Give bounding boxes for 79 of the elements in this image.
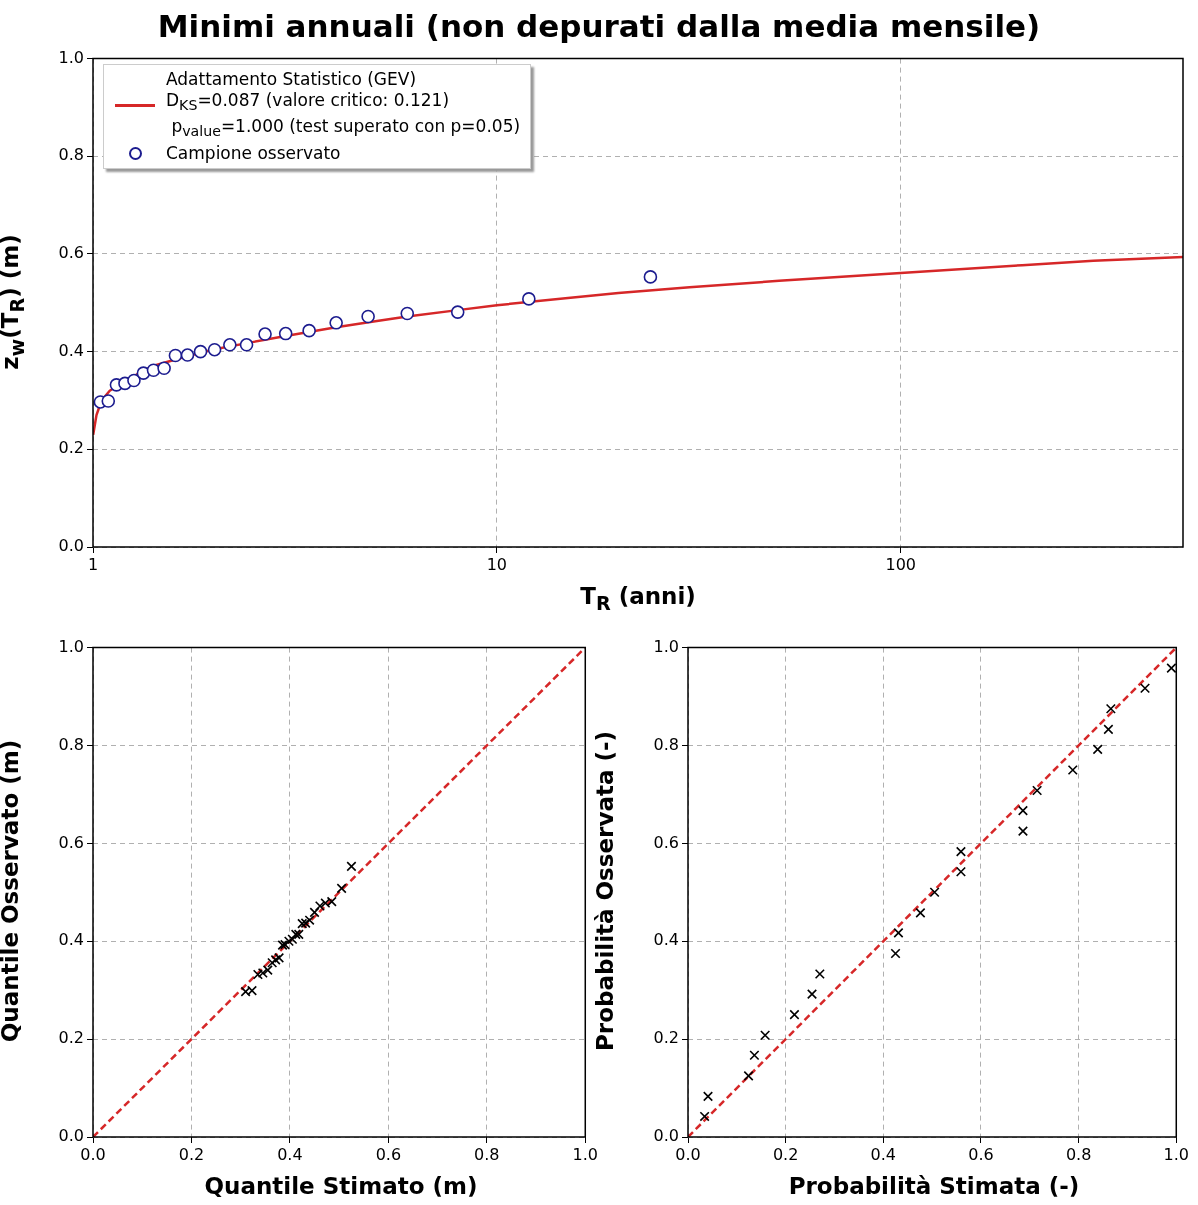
point: [336, 883, 347, 894]
point: [955, 846, 966, 857]
x-tick-label: 0.0: [80, 1144, 106, 1164]
x-tick-label: 0.8: [1065, 1144, 1092, 1164]
point: [699, 1111, 710, 1122]
point: [246, 985, 258, 996]
x-tick-label: 1.0: [572, 1144, 598, 1164]
point: [320, 898, 331, 909]
point: [929, 887, 940, 898]
y-tick-label: 0.8: [653, 734, 679, 754]
x-tick-label: 0.0: [675, 1144, 701, 1164]
point: [257, 968, 268, 979]
point: [262, 965, 273, 976]
point: [1103, 724, 1114, 735]
y-tick-label: 0.0: [58, 1126, 84, 1146]
x-tick-label: 1: [87, 554, 99, 574]
y-tick-label: 0.4: [653, 930, 679, 950]
x-tick-label: 0.6: [968, 1144, 994, 1164]
point: [893, 927, 904, 938]
x-tick-label: 0.4: [870, 1144, 897, 1164]
point: [283, 936, 294, 947]
point: [955, 866, 966, 877]
y-tick-label: 0.2: [58, 1028, 84, 1048]
point: [789, 1009, 800, 1020]
y-tick-label: 0.0: [653, 1126, 679, 1146]
point: [760, 1030, 771, 1041]
y-tick-label: 0.6: [58, 832, 84, 852]
y-axis-title: Probabilità Osservata (-): [592, 729, 619, 1054]
point: [287, 934, 298, 945]
point: [702, 1091, 714, 1102]
x-tick-label: 0.2: [772, 1144, 799, 1164]
point: [743, 1070, 754, 1081]
point: [806, 989, 818, 1000]
x-tick-label: 0.8: [474, 1144, 500, 1164]
point: [1105, 703, 1116, 714]
point: [915, 907, 926, 918]
x-tick-label: 0.6: [375, 1144, 402, 1164]
x-axis-title: T$_{R}$ (anni): [579, 583, 697, 615]
y-tick-label: 0.0: [58, 536, 84, 556]
point: [749, 1050, 760, 1061]
chart-title: Minimi annuali (non depurati dalla media mensile): [156, 8, 1042, 44]
y-axis-title: Quantile Osservato (m): [0, 738, 24, 1045]
point: [1017, 826, 1028, 837]
point: [326, 896, 337, 907]
y-tick-label: 0.8: [58, 734, 84, 754]
y-tick-label: 1.0: [58, 47, 84, 67]
point: [1032, 785, 1043, 796]
x-tick-label: 100: [885, 554, 916, 574]
point: [1139, 683, 1151, 694]
y-tick-label: 0.4: [58, 930, 84, 950]
point: [1017, 805, 1028, 816]
x-tick-label: 0.2: [178, 1144, 205, 1164]
x-tick-label: 1.0: [1163, 1144, 1189, 1164]
y-tick-label: 1.0: [58, 636, 84, 656]
x-axis-title: Probabilità Stimata (-): [787, 1173, 1081, 1199]
point: [274, 952, 285, 963]
point: [814, 968, 825, 980]
x-tick-label: 0.4: [277, 1144, 303, 1164]
y-tick-label: 0.4: [58, 340, 84, 360]
y-tick-label: 1.0: [653, 636, 679, 656]
point: [309, 907, 320, 918]
point: [304, 915, 315, 926]
x-tick-label: 10: [486, 554, 508, 574]
point: [346, 861, 357, 872]
point: [252, 969, 263, 980]
y-tick-label: 0.2: [653, 1028, 679, 1048]
legend-label: Campione osservato: [166, 142, 341, 164]
y-tick-label: 0.6: [653, 832, 679, 852]
y-tick-label: 0.6: [58, 243, 84, 263]
y-tick-label: 0.8: [58, 145, 84, 165]
point: [1092, 744, 1103, 755]
point: [314, 900, 325, 912]
point: [1067, 764, 1078, 775]
point: [1166, 663, 1177, 674]
x-axis-title: Quantile Stimato (m): [203, 1173, 479, 1199]
legend-label: Adattamento Statistico (GEV) D$_{KS}$=0.087 (valore critico: 0.121) p$_{value}$=1.000 (test superato con p=0.05): [166, 69, 521, 142]
y-tick-label: 0.2: [58, 438, 84, 458]
point: [890, 948, 901, 959]
point: [240, 986, 251, 997]
